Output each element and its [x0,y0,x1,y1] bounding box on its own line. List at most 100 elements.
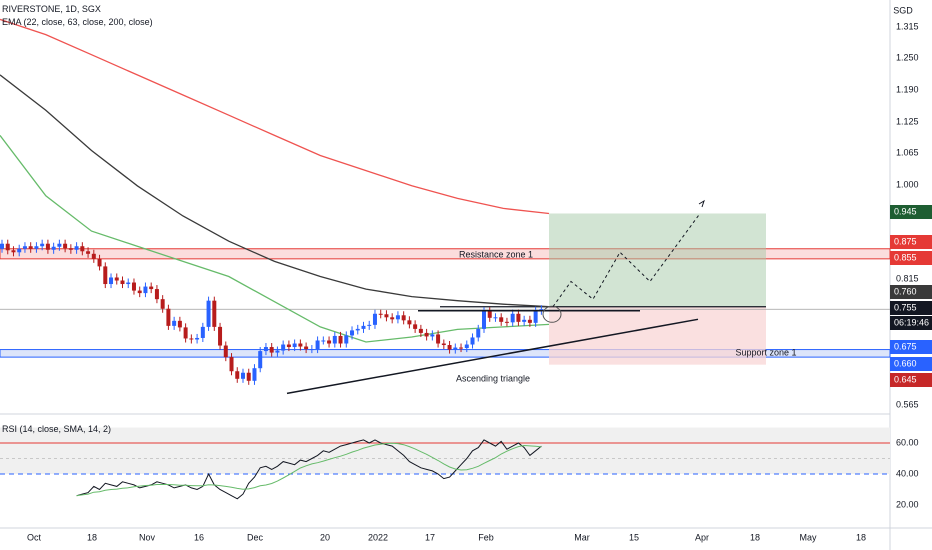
time-tick: 15 [629,532,639,542]
candle-body [63,243,68,249]
price-tick: 0.565 [896,399,919,409]
candle-body [344,335,349,344]
candle-body [57,243,62,247]
candle-body [149,286,154,290]
time-tick: 17 [425,532,435,542]
candle-body [459,347,464,349]
price-tag [890,285,932,299]
candle-body [470,337,475,345]
candle-body [240,372,245,379]
ema63-line [0,74,550,308]
candle-body [504,321,509,323]
candle-body [487,311,492,318]
price-tick: 0.815 [896,273,919,283]
price-tag-label: 0.675 [894,341,917,351]
candle-body [275,350,280,353]
candle-body [218,326,223,346]
candle-body [464,344,469,349]
candle-body [355,328,360,331]
price-tag [890,235,932,249]
candle-body [11,250,16,253]
time-tick: 2022 [368,532,388,542]
candle-body [533,310,538,323]
candle-body [22,246,27,249]
target-zone-box [549,213,766,307]
candle-body [229,357,234,372]
candle-body [40,243,45,247]
candle-body [5,243,10,251]
candle-body [493,317,498,319]
candle-body [378,313,383,315]
candle-body [103,266,108,285]
resistance-label: Resistance zone 1 [459,249,533,259]
candle-body [143,286,148,294]
candle-body [430,334,435,337]
candle-body [263,347,268,352]
candle-body [292,343,297,348]
time-tick: May [799,532,817,542]
candle-body [177,320,182,328]
price-tag-label: 0.645 [894,374,917,384]
candle-body [436,334,441,344]
ema-legend[interactable]: EMA (22, close, 63, close, 200, close) [2,17,153,27]
candle-body [390,317,395,320]
candle-body [189,338,194,340]
candle-body [309,349,314,351]
time-tick: 18 [87,532,97,542]
candle-body [332,335,337,344]
time-tick: Nov [139,532,156,542]
price-tag-label: 0.760 [894,286,917,296]
time-tick: 16 [194,532,204,542]
candle-body [539,309,544,311]
symbol-legend[interactable]: RIVERSTONE, 1D, SGX [2,4,101,14]
price-tag-label: 0.660 [894,358,917,368]
candle-body [510,313,515,323]
candle-body [418,328,423,333]
candle-body [321,340,326,342]
candle-body [372,313,377,325]
candle-body [109,277,114,285]
candle-body [401,315,406,321]
time-tick: Feb [478,532,494,542]
candle-body [97,258,102,267]
price-tick: 1.000 [896,179,919,189]
triangle-rising-line [286,318,699,395]
candle-body [499,317,504,322]
candle-body [0,243,4,249]
rsi-tick: 60.00 [896,437,919,447]
candle-body [258,351,263,369]
candle-body [281,344,286,351]
candle-body [361,325,366,329]
candle-body [86,251,91,254]
time-tick: Apr [695,532,709,542]
support-label: Support zone 1 [735,347,796,357]
candle-body [407,320,412,325]
rsi-tick: 20.00 [896,499,919,509]
candle-body [91,253,96,259]
candle-body [172,320,177,326]
projection-path [552,213,701,307]
candle-body [522,319,527,322]
price-tag-label: 0.875 [894,236,917,246]
candle-body [395,315,400,320]
price-tick: 1.315 [896,21,919,31]
candle-body [126,282,131,285]
candle-body [45,243,50,250]
time-tick: Dec [247,532,264,542]
candle-body [131,282,136,291]
candle-body [327,340,332,344]
candle-body [252,368,257,381]
time-tick: Mar [574,532,590,542]
candle-body [424,332,429,337]
pattern-label: Ascending triangle [456,373,530,383]
candle-body [481,311,486,329]
rsi-legend[interactable]: RSI (14, close, SMA, 14, 2) [2,424,112,434]
candle-body [183,327,188,339]
price-tag [890,301,932,315]
candle-body [367,324,372,326]
rsi-line [76,439,542,500]
candle-body [120,280,125,285]
price-tick: 1.250 [896,52,919,62]
price-tag-label: 0.755 [894,302,917,312]
